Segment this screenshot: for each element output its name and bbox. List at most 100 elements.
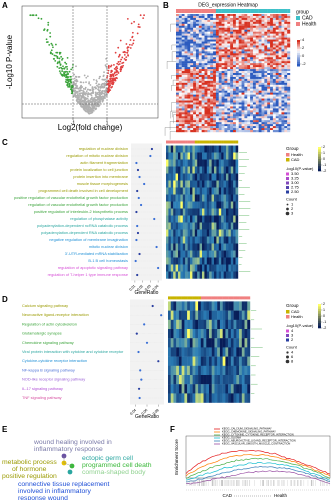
heat-cell [281,94,285,97]
heat-cell [193,104,197,107]
heat-cell [213,45,217,48]
term-label: regulation of phosphatase activity [70,216,128,221]
heat-cell [272,27,276,30]
heat-cell [270,67,274,70]
heat-cell [247,90,251,93]
point [116,62,119,65]
heat-cell [238,82,242,85]
heat-cell [281,110,285,113]
heat-cell [215,94,219,97]
heat-cell [221,49,225,52]
heat-cell [187,76,191,80]
heat-cell [235,108,239,111]
heat-cell [203,384,207,394]
heat-cell [207,106,211,109]
heat-cell [178,29,182,32]
heat-cell [233,329,237,339]
heat-cell [227,114,231,117]
point [127,46,129,48]
heat-cell [275,120,279,123]
heat-cell [235,208,239,216]
heat-cell [204,61,208,64]
heat-cell [187,29,191,32]
heat-cell [218,27,222,30]
heat-cell [195,110,199,113]
heat-cell [178,23,182,26]
heat-cell [180,257,183,265]
heat-cell [247,19,251,23]
heat-cell [233,338,237,348]
heat-cell [184,90,188,93]
heat-cell [267,41,271,44]
heat-cell [244,120,248,123]
heat-cell [227,65,231,68]
heat-cell [258,126,262,129]
point [60,66,62,69]
heat-cell [193,29,197,32]
heat-cell [284,84,288,87]
heat-cell [221,35,225,38]
heat-cell [211,194,215,202]
dot [137,350,140,354]
heat-cell [272,73,276,76]
heat-cell [267,23,271,26]
heat-cell [201,120,205,123]
heat-cell [213,57,217,60]
heat-cell [209,356,212,366]
heat-cell [252,21,256,25]
heat-cell [204,128,208,131]
heat-cell [287,102,291,105]
heat-cell [227,69,231,72]
heat-cell [275,47,279,50]
heat-cell [284,27,288,30]
heat-cell [258,122,262,125]
point [105,80,108,82]
heat-cell [184,71,188,74]
heat-cell [261,63,265,66]
heat-cell [264,88,268,91]
heat-cell [206,180,210,188]
heat-cell [264,74,268,78]
heat-cell [275,74,279,78]
heat-cell [267,116,271,119]
heat-cell [221,243,224,251]
heat-cell [210,63,214,66]
heat-cell [224,69,228,72]
heat-cell [215,98,219,101]
point [85,81,87,84]
heat-cell [187,264,191,272]
heat-cell [221,264,224,272]
heat-cell [224,106,228,109]
heat-cell [228,347,232,357]
heat-cell [287,69,291,72]
heat-cell [198,301,201,311]
y-axis-label: -Log10 P-value [5,34,14,89]
heat-cell [278,61,282,64]
heat-cell [226,222,229,230]
group-bar [230,140,234,144]
point [91,87,94,90]
heat-cell [190,122,194,125]
heat-cell [224,67,228,70]
group-bar [168,296,171,300]
heat-cell [195,126,199,129]
point [46,28,49,31]
heat-cell [241,51,245,54]
heat-cell [181,114,185,117]
heat-cell [223,201,227,209]
heat-cell [244,102,248,105]
point [104,64,107,67]
heat-cell [258,35,262,38]
heat-cell [247,82,251,85]
point [88,102,90,104]
heat-cell [233,159,236,167]
heat-cell [227,41,231,44]
heat-cell [203,356,207,366]
heat-cell [250,14,254,17]
heat-cell [207,102,211,105]
heat-cell [252,122,256,125]
heat-cell [233,74,237,78]
heat-cell [275,57,279,60]
heat-cell [197,159,200,167]
heat-cell [278,84,282,87]
